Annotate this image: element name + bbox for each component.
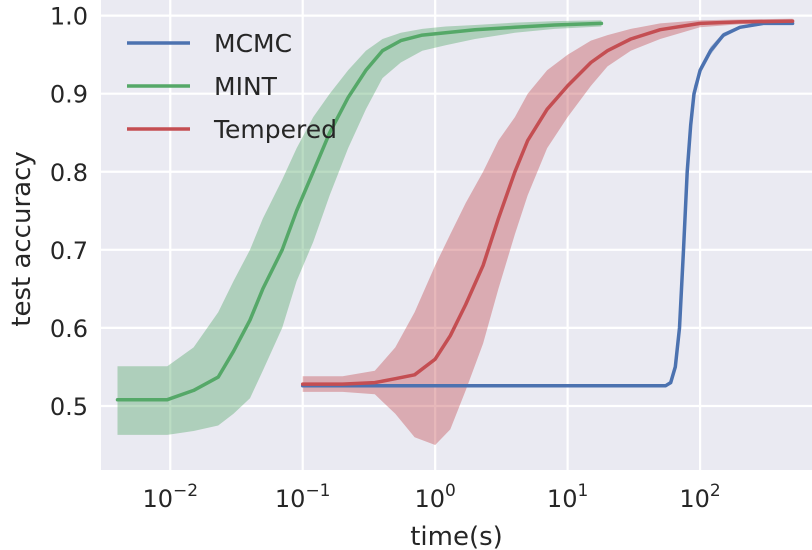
x-axis-label: time(s) bbox=[410, 522, 503, 550]
y-tick-label: 0.9 bbox=[50, 81, 88, 109]
legend-label-mint: MINT bbox=[214, 72, 278, 101]
x-tick-label: 100 bbox=[414, 481, 455, 513]
band-mint bbox=[117, 20, 602, 435]
y-tick-labels: 0.5 0.6 0.7 0.8 0.9 1.0 bbox=[50, 3, 88, 421]
x-tick-label: 10−1 bbox=[275, 481, 331, 513]
x-tick-label: 10−2 bbox=[142, 481, 198, 513]
legend: MCMC MINT Tempered bbox=[127, 29, 337, 144]
line-mcmc bbox=[300, 21, 795, 388]
y-tick-label: 0.8 bbox=[50, 159, 88, 187]
series-lines bbox=[115, 19, 795, 402]
band-tempered bbox=[302, 18, 793, 445]
y-tick-label: 0.7 bbox=[50, 237, 88, 265]
confidence-bands bbox=[117, 18, 793, 445]
line-mint bbox=[115, 21, 604, 402]
plot-background bbox=[101, 0, 812, 470]
y-tick-label: 0.5 bbox=[50, 393, 88, 421]
x-tick-label: 102 bbox=[679, 481, 720, 513]
x-tick-label: 101 bbox=[547, 481, 588, 513]
legend-label-mcmc: MCMC bbox=[214, 29, 292, 58]
line-tempered bbox=[300, 19, 795, 386]
y-tick-label: 0.6 bbox=[50, 315, 88, 343]
x-tick-labels: 10−2 10−1 100 101 102 bbox=[142, 481, 720, 513]
y-axis-label: test accuracy bbox=[7, 151, 37, 327]
legend-label-tempered: Tempered bbox=[213, 115, 337, 144]
y-tick-label: 1.0 bbox=[50, 3, 88, 31]
grid bbox=[101, 0, 812, 470]
